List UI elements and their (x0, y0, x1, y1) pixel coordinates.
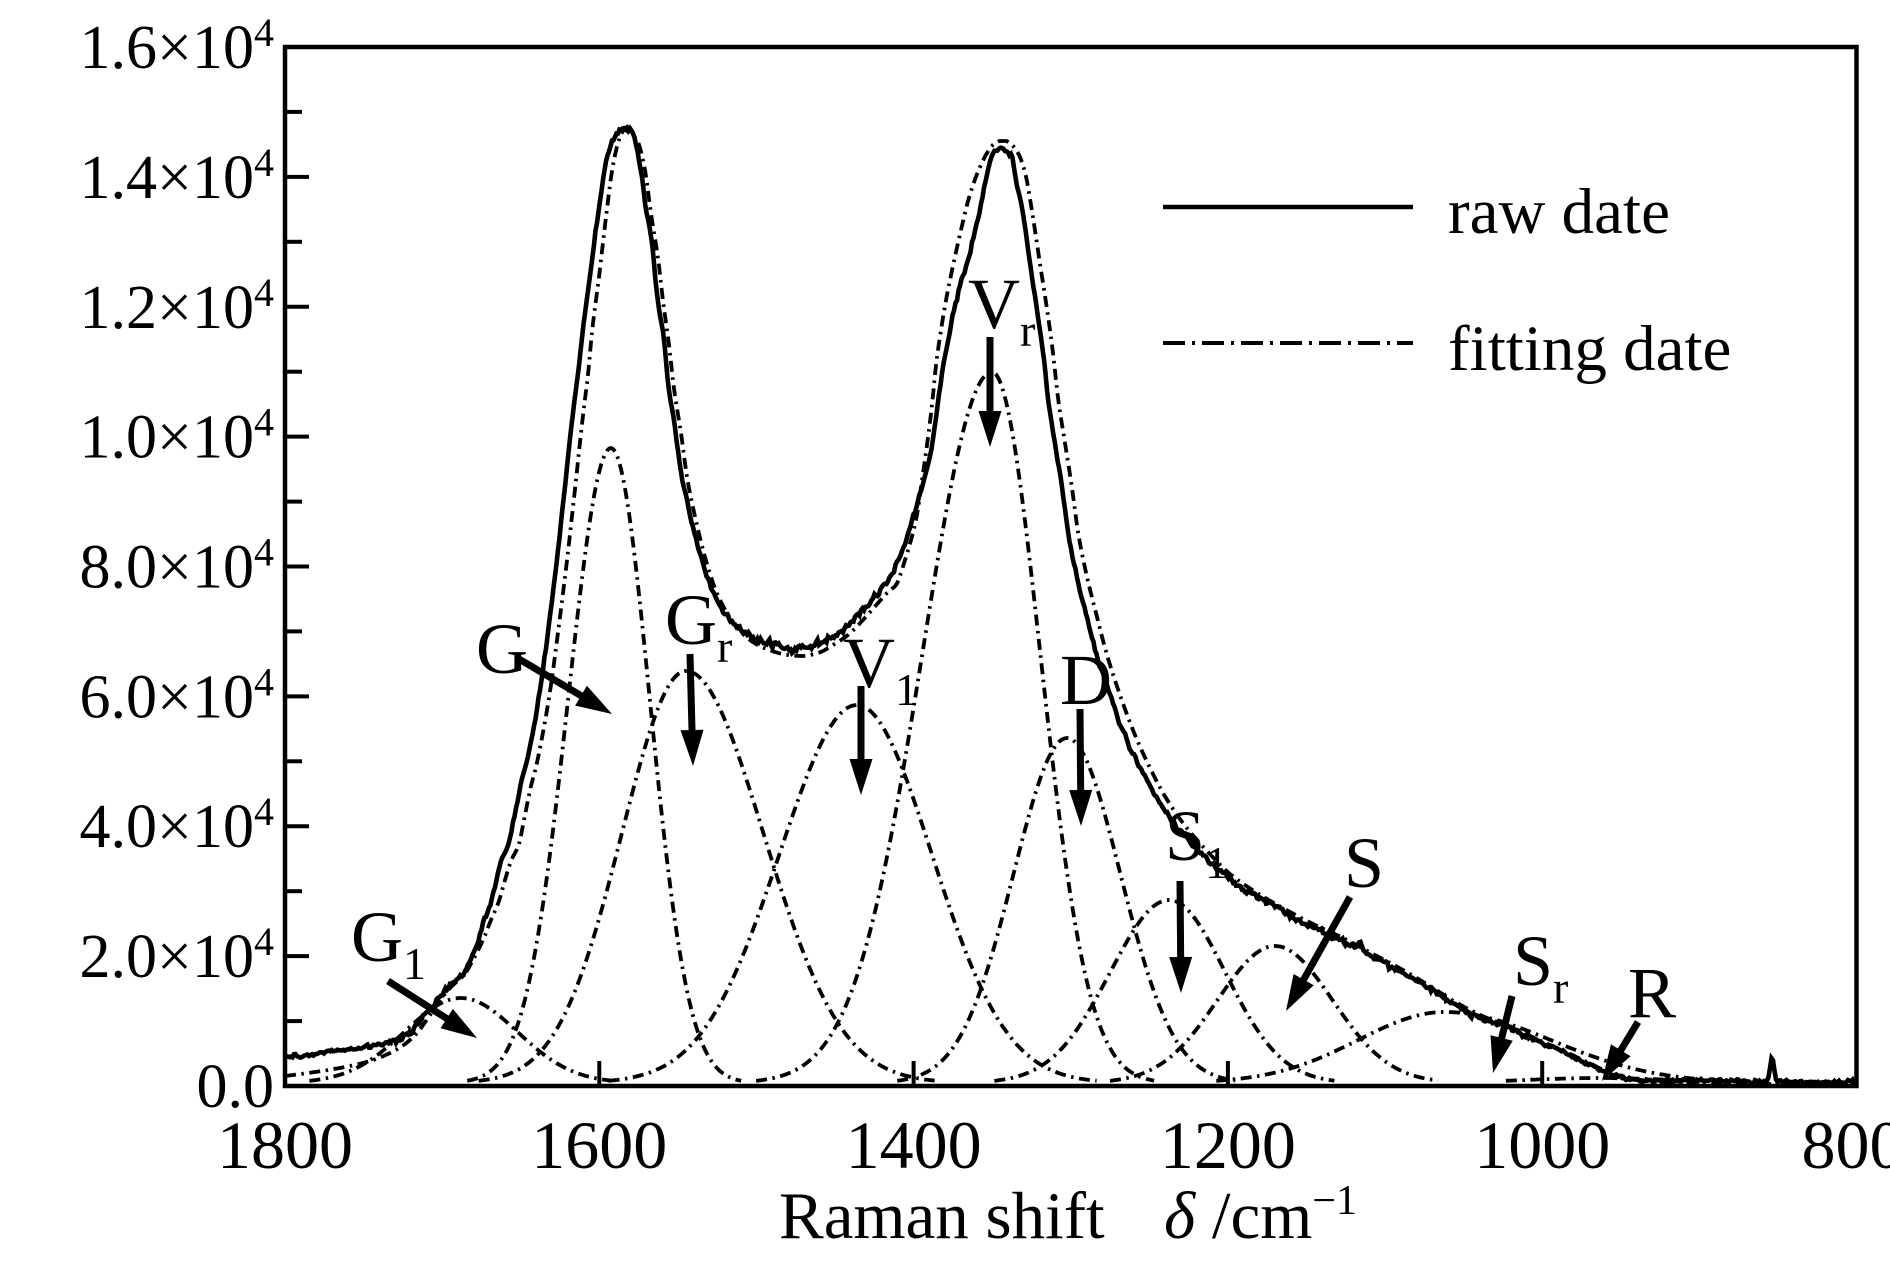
svg-text:4.0×104: 4.0×104 (80, 789, 274, 861)
svg-text:G: G (476, 609, 528, 689)
svg-text:Gr: Gr (665, 580, 732, 672)
svg-text:1200: 1200 (1160, 1107, 1296, 1183)
svg-text:0.0: 0.0 (197, 1053, 275, 1121)
svg-text:1600: 1600 (531, 1107, 667, 1183)
svg-text:2.0×104: 2.0×104 (80, 919, 274, 991)
svg-text:V1: V1 (843, 623, 918, 715)
svg-text:6.0×104: 6.0×104 (80, 659, 274, 731)
svg-text:D: D (1060, 640, 1112, 720)
svg-text:1.0×104: 1.0×104 (80, 400, 274, 472)
svg-text:1.2×104: 1.2×104 (80, 270, 274, 342)
svg-text:1.6×104: 1.6×104 (80, 10, 274, 82)
svg-text:1.4×104: 1.4×104 (80, 140, 274, 212)
svg-text:8.0×104: 8.0×104 (80, 530, 274, 602)
svg-text:δ /cm−1: δ /cm−1 (1164, 1178, 1357, 1253)
svg-text:fitting date: fitting date (1448, 313, 1731, 385)
svg-text:R: R (1628, 953, 1676, 1033)
svg-text:1000: 1000 (1474, 1107, 1610, 1183)
svg-text:1400: 1400 (846, 1107, 982, 1183)
svg-text:800: 800 (1802, 1107, 1890, 1183)
svg-text:S: S (1344, 823, 1384, 903)
svg-text:raw date: raw date (1448, 176, 1670, 248)
svg-text:Raman shift: Raman shift (779, 1179, 1105, 1253)
svg-text:1800: 1800 (217, 1107, 353, 1183)
